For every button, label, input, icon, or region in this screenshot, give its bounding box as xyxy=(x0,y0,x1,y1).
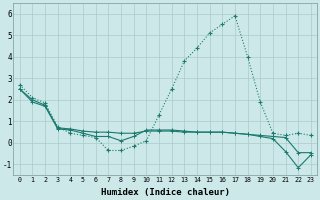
X-axis label: Humidex (Indice chaleur): Humidex (Indice chaleur) xyxy=(101,188,230,197)
